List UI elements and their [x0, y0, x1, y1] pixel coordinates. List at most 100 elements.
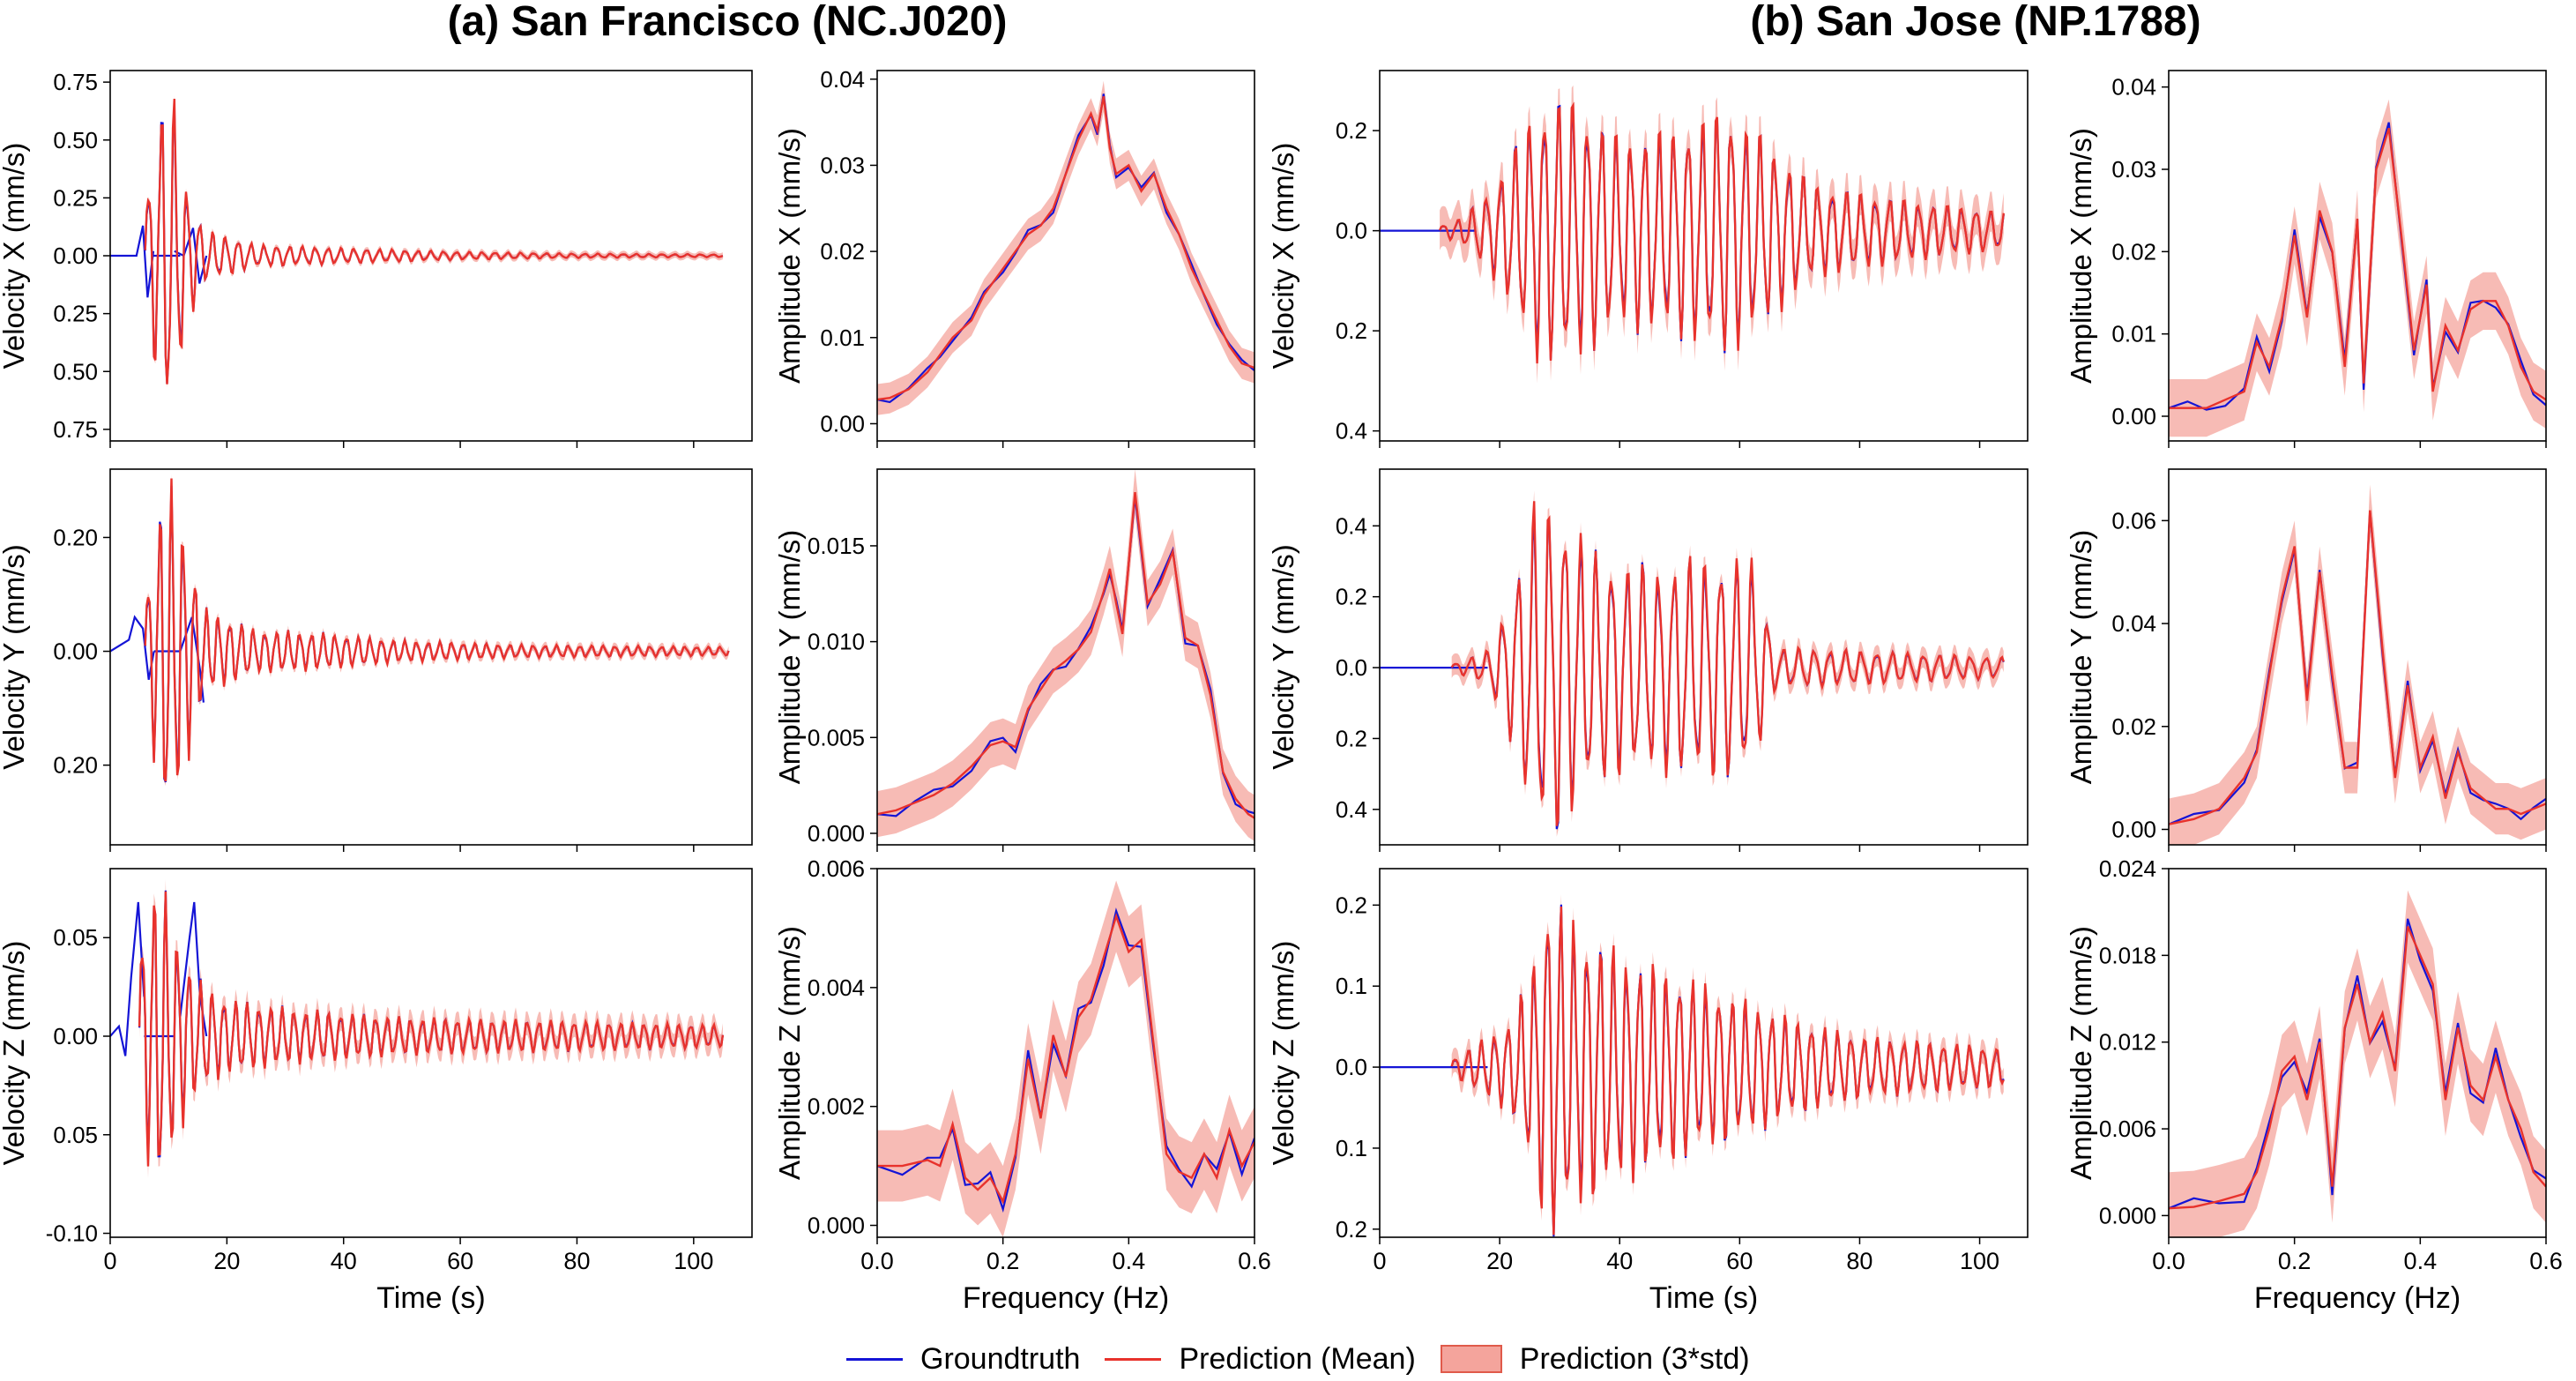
x-tick-label: 20	[1486, 1248, 1513, 1274]
y-tick-label: 0.04	[820, 66, 865, 93]
x-tick-label: 0.6	[1238, 1248, 1271, 1274]
y-tick-label: 0.00	[820, 410, 865, 437]
legend-item-mean: Prediction (Mean)	[1105, 1342, 1416, 1377]
legend: Groundtruth Prediction (Mean) Prediction…	[846, 1337, 1775, 1381]
axes-frame	[876, 70, 1255, 442]
plot-area	[1380, 894, 2005, 1237]
y-tick-label: 0.00	[53, 243, 98, 269]
plot-area	[2169, 99, 2546, 437]
y-tick-label: 0.0	[1336, 218, 1367, 244]
plot-area	[110, 879, 725, 1178]
y-tick-label: 0.2	[1336, 117, 1367, 144]
chart-sf-vx: 0.75 0.50 0.25 0.00 0.25 0.50 0.75 Velocity X (…	[0, 69, 753, 448]
y-tick-label: 0.2	[1336, 317, 1367, 344]
groundtruth-onset-line	[110, 225, 155, 298]
legend-item-groundtruth: Groundtruth	[846, 1342, 1080, 1377]
y-tick-label: 0.015	[808, 533, 865, 559]
plot-area	[110, 474, 730, 787]
y-tick-label: 0.002	[808, 1094, 865, 1120]
y-tick-label: 0.75	[53, 69, 98, 95]
mean-swatch	[1105, 1357, 1162, 1361]
x-axis-label: Frequency (Hz)	[2254, 1281, 2461, 1315]
x-axis-label: Time (s)	[376, 1281, 485, 1315]
std-band	[139, 879, 723, 1178]
std-band	[2169, 484, 2546, 845]
chart-sf-ax: 0.00 0.01 0.02 0.03 0.04 Amplitude X (mm/s)	[773, 66, 1255, 448]
x-tick-label: 0.2	[2278, 1248, 2312, 1274]
y-axis-label: Velocity Y (mm/s)	[1267, 544, 1299, 770]
legend-item-std: Prediction (3*std)	[1440, 1342, 1750, 1377]
y-tick-label: 0.02	[2111, 713, 2156, 740]
x-tick-label: 0.0	[860, 1248, 894, 1274]
axes-frame	[109, 868, 753, 1238]
std-band	[2169, 890, 2546, 1237]
y-tick-label: 0.4	[1336, 418, 1367, 444]
y-tick-label: 0.05	[53, 924, 98, 951]
groundtruth-line	[2169, 122, 2546, 411]
y-tick-label: 0.024	[2099, 855, 2156, 882]
y-tick-label: 0.04	[2111, 74, 2156, 101]
x-tick-label: 0.2	[986, 1248, 1020, 1274]
y-tick-label: 0.25	[53, 301, 98, 327]
y-axis-label: Velocity X (mm/s)	[1267, 143, 1299, 370]
std-band	[1440, 85, 2004, 384]
x-tick-label: 60	[447, 1248, 473, 1274]
x-tick-label: 0.4	[2404, 1248, 2438, 1274]
y-tick-label: 0.01	[2111, 321, 2156, 347]
y-axis-label: Amplitude Z (mm/s)	[773, 926, 806, 1180]
legend-label-groundtruth: Groundtruth	[920, 1341, 1081, 1376]
axes-frame	[1379, 468, 2029, 846]
plot-area	[2169, 890, 2546, 1237]
panel-title-san-jose: (b) San Jose (NP.1788)	[1750, 0, 2201, 45]
prediction-mean-line	[2169, 926, 2546, 1210]
y-axis-label: Amplitude Z (mm/s)	[2065, 926, 2097, 1180]
y-tick-label: 0.25	[53, 184, 98, 211]
std-band	[877, 469, 1254, 841]
std-band	[877, 80, 1254, 415]
y-tick-label: 0.04	[2111, 610, 2156, 637]
axes-frame	[1379, 868, 2029, 1238]
y-tick-label: 0.0	[1336, 1054, 1367, 1080]
y-tick-label: 0.006	[2099, 1116, 2156, 1142]
y-axis-label: Velocity Z (mm/s)	[1267, 941, 1299, 1166]
y-tick-label: 0.50	[53, 358, 98, 384]
groundtruth-onset-line	[110, 901, 145, 1056]
std-band	[877, 880, 1254, 1237]
y-tick-label: 0.75	[53, 416, 98, 443]
y-axis-label: Velocity Y (mm/s)	[0, 544, 30, 770]
axes-frame	[109, 468, 753, 846]
prediction-mean-line	[2169, 127, 2546, 409]
prediction-mean-line	[138, 891, 725, 1167]
y-tick-label: 0.2	[1336, 584, 1367, 610]
chart-sj-vy: 0.4 0.2 0.0 0.2 0.4 Velocity Y (mm/s)	[1267, 468, 2029, 852]
plot-area	[877, 880, 1254, 1237]
x-tick-label: 80	[563, 1248, 590, 1274]
y-tick-label: 0.50	[53, 127, 98, 153]
plot-area	[877, 80, 1254, 415]
x-tick-label: 0	[103, 1248, 116, 1274]
plot-area	[1380, 85, 2005, 384]
chart-sf-vy: 0.20 0.00 0.20 Velocity Y (mm/s)	[0, 468, 753, 852]
y-tick-label: 0.000	[2099, 1202, 2156, 1228]
x-tick-label: 20	[213, 1248, 240, 1274]
chart-sj-vx: 0.2 0.0 0.2 0.4 Velocity X (mm/s)	[1267, 70, 2029, 448]
y-axis-label: Amplitude X (mm/s)	[773, 128, 806, 384]
y-tick-label: 0.00	[53, 638, 98, 665]
y-tick-label: 0.02	[820, 238, 865, 265]
x-tick-label: 40	[1606, 1248, 1633, 1274]
y-tick-label: 0.018	[2099, 942, 2156, 968]
y-axis-label: Amplitude Y (mm/s)	[2065, 530, 2097, 785]
panel-title-san-francisco: (a) San Francisco (NC.J020)	[447, 0, 1008, 45]
prediction-mean-line	[877, 491, 1254, 819]
chart-sj-ay: 0.00 0.02 0.04 0.06 Amplitude Y (mm/s)	[2065, 468, 2547, 852]
y-tick-label: 0.20	[53, 524, 98, 550]
y-tick-label: 0.00	[53, 1023, 98, 1049]
y-tick-label: 0.2	[1336, 1216, 1367, 1243]
y-tick-label: 0.06	[2111, 507, 2156, 534]
y-tick-label: 0.010	[808, 629, 865, 655]
axes-frame	[2168, 868, 2547, 1238]
y-tick-label: 0.006	[808, 855, 865, 882]
